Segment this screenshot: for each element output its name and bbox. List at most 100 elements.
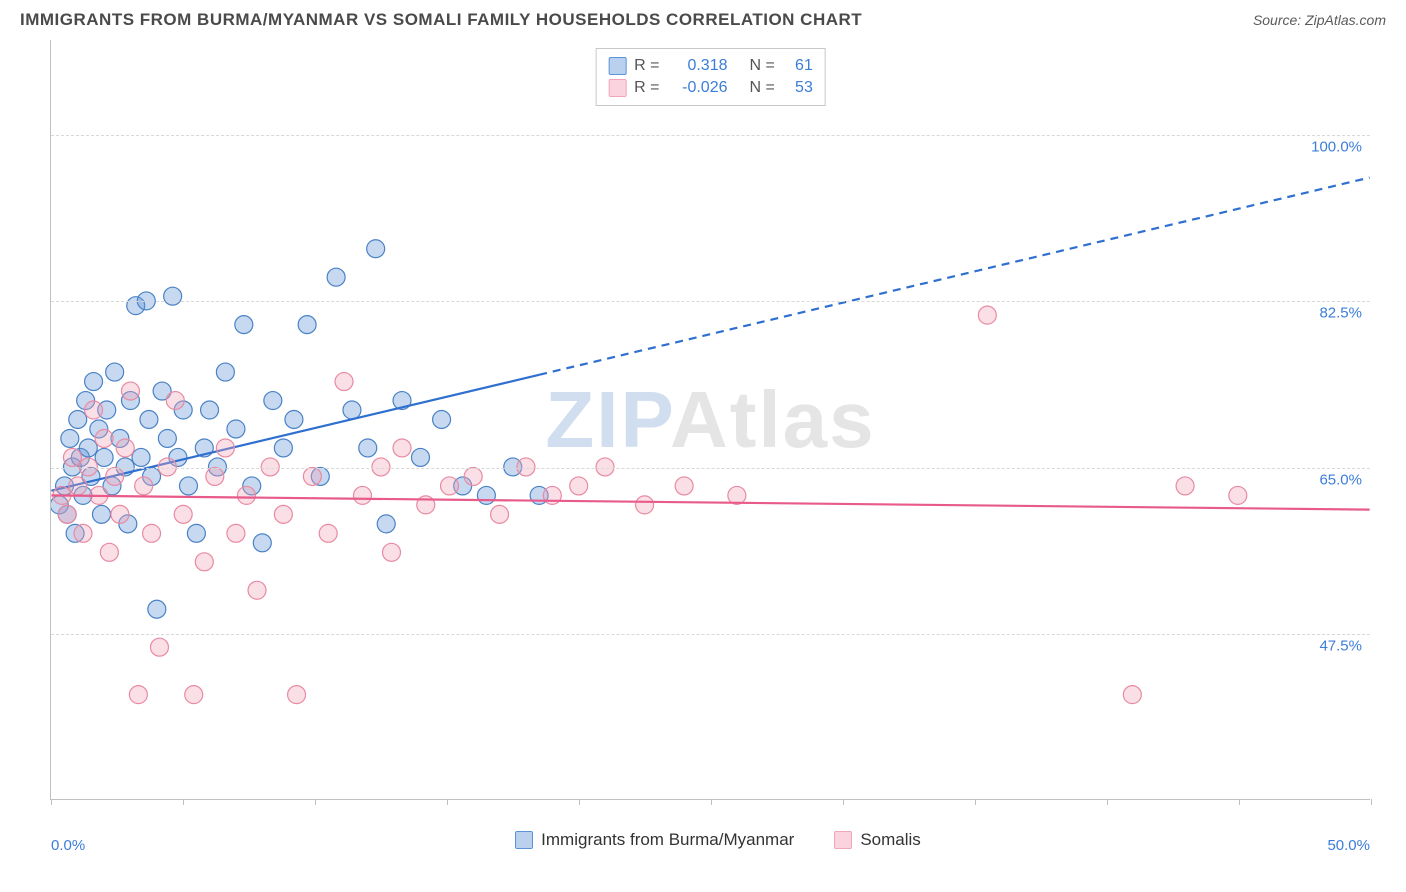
data-point: [243, 477, 261, 495]
x-tick: [447, 799, 448, 805]
r-label: R =: [634, 79, 659, 97]
x-tick: [1239, 799, 1240, 805]
data-point: [440, 477, 458, 495]
data-point: [248, 581, 266, 599]
legend-swatch-1: [608, 79, 626, 97]
x-tick: [315, 799, 316, 805]
data-point: [288, 686, 306, 704]
data-point: [127, 297, 145, 315]
data-point: [1123, 686, 1141, 704]
watermark: ZIPAtlas: [545, 374, 875, 466]
data-point: [63, 448, 81, 466]
watermark-zip: ZIP: [545, 375, 670, 464]
trend-line-solid: [51, 375, 539, 491]
data-point: [169, 448, 187, 466]
correlation-legend: R = 0.318 N = 61 R = -0.026 N = 53: [595, 48, 826, 106]
data-point: [77, 392, 95, 410]
r-value-0: 0.318: [668, 57, 728, 75]
data-point: [530, 486, 548, 504]
legend-row-1: R = -0.026 N = 53: [608, 77, 813, 99]
data-point: [74, 486, 92, 504]
data-point: [121, 392, 139, 410]
plot-area: ZIPAtlas R = 0.318 N = 61 R = -0.026 N =…: [50, 40, 1370, 800]
data-point: [274, 505, 292, 523]
data-point: [675, 477, 693, 495]
series-legend: Immigrants from Burma/Myanmar Somalis: [50, 830, 1386, 850]
n-label: N =: [750, 79, 775, 97]
x-tick-label: 0.0%: [51, 837, 85, 854]
x-tick: [1371, 799, 1372, 805]
data-point: [82, 467, 100, 485]
y-tick-label: 82.5%: [1319, 305, 1362, 322]
data-point: [106, 467, 124, 485]
watermark-atlas: Atlas: [670, 375, 876, 464]
x-tick-label: 50.0%: [1327, 837, 1370, 854]
data-point: [298, 316, 316, 334]
r-value-1: -0.026: [668, 79, 728, 97]
data-point: [382, 543, 400, 561]
data-point: [393, 439, 411, 457]
data-point: [61, 429, 79, 447]
data-point: [53, 486, 71, 504]
data-point: [235, 316, 253, 334]
data-point: [143, 467, 161, 485]
data-point: [216, 363, 234, 381]
data-point: [129, 686, 147, 704]
data-point: [185, 686, 203, 704]
data-point: [728, 486, 746, 504]
data-point: [359, 439, 377, 457]
y-tick-label: 65.0%: [1319, 471, 1362, 488]
data-point: [543, 486, 561, 504]
source-label: Source: ZipAtlas.com: [1253, 12, 1386, 28]
data-point: [264, 392, 282, 410]
data-point: [195, 439, 213, 457]
data-point: [90, 486, 108, 504]
data-point: [477, 486, 495, 504]
data-point: [51, 496, 68, 514]
data-point: [303, 467, 321, 485]
data-point: [227, 524, 245, 542]
plot-svg: [51, 40, 1370, 799]
legend-row-0: R = 0.318 N = 61: [608, 55, 813, 77]
legend-bottom-swatch-1: [834, 831, 852, 849]
data-point: [195, 553, 213, 571]
data-point: [135, 477, 153, 495]
gridline: [51, 301, 1370, 302]
legend-bottom-swatch-0: [515, 831, 533, 849]
x-tick: [183, 799, 184, 805]
data-point: [1176, 477, 1194, 495]
data-point: [978, 306, 996, 324]
data-point: [66, 524, 84, 542]
data-point: [106, 363, 124, 381]
data-point: [98, 401, 116, 419]
data-point: [174, 401, 192, 419]
data-point: [111, 505, 129, 523]
data-point: [319, 524, 337, 542]
data-point: [132, 448, 150, 466]
data-point: [121, 382, 139, 400]
data-point: [90, 420, 108, 438]
data-point: [216, 439, 234, 457]
data-point: [95, 448, 113, 466]
trend-line-dashed: [539, 178, 1370, 375]
data-point: [327, 268, 345, 286]
x-tick: [579, 799, 580, 805]
data-point: [179, 477, 197, 495]
gridline: [51, 135, 1370, 136]
data-point: [227, 420, 245, 438]
data-point: [79, 439, 97, 457]
data-point: [56, 477, 74, 495]
data-point: [417, 496, 435, 514]
data-point: [174, 505, 192, 523]
x-tick: [51, 799, 52, 805]
data-point: [237, 486, 255, 504]
gridline: [51, 634, 1370, 635]
trend-line-solid: [51, 495, 1369, 509]
data-point: [140, 411, 158, 429]
data-point: [393, 392, 411, 410]
data-point: [343, 401, 361, 419]
data-point: [103, 477, 121, 495]
data-point: [1229, 486, 1247, 504]
data-point: [85, 401, 103, 419]
x-tick: [843, 799, 844, 805]
